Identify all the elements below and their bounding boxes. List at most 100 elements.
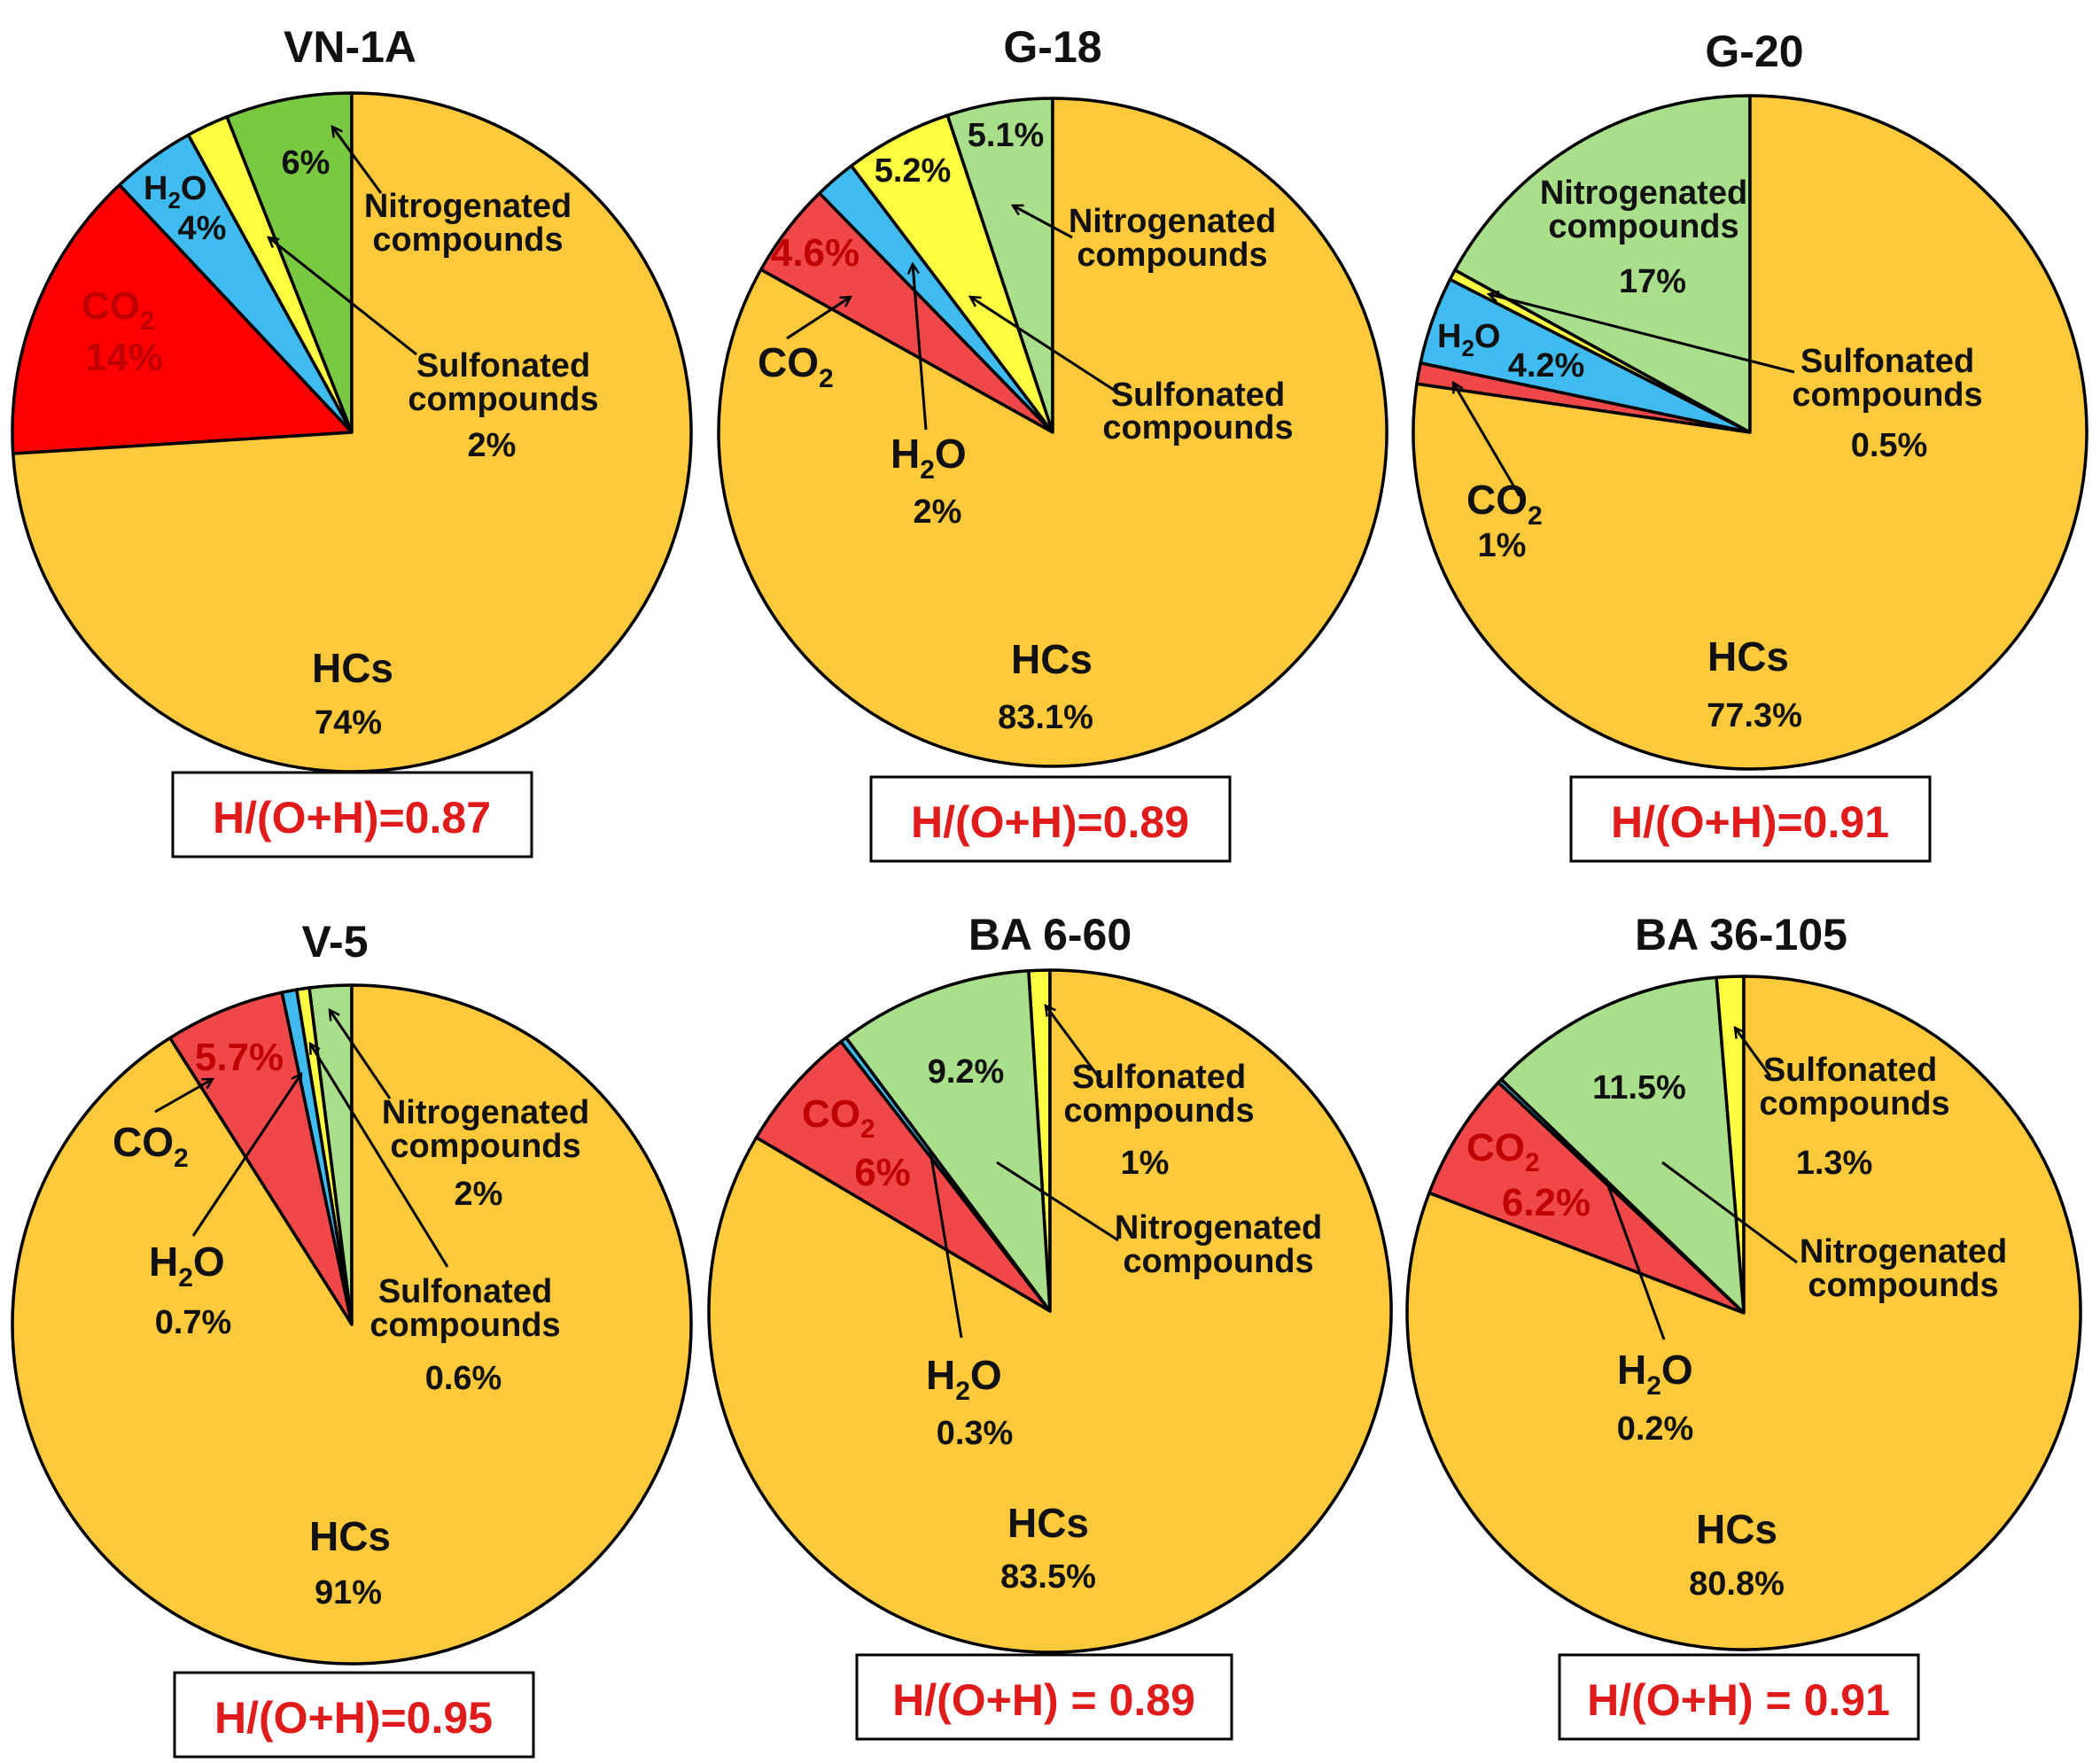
sulfonated-leader-arrow bbox=[1046, 1006, 1103, 1082]
nitrogenated-value-label: 6% bbox=[282, 144, 331, 182]
hcs-name-label: HCs bbox=[1696, 1506, 1777, 1552]
pie-slice-nitrogenated bbox=[1453, 94, 1752, 434]
sulfonated-value-label: 2% bbox=[468, 427, 517, 464]
co2-value-label: 1% bbox=[1478, 527, 1527, 564]
sulfonated-name-line1: Sulfonated bbox=[416, 347, 590, 384]
pie-slices bbox=[1405, 975, 2082, 1651]
hcs-value-label: 74% bbox=[315, 704, 382, 742]
chart-title: BA 6-60 bbox=[968, 910, 1132, 959]
hcs-value-label: 91% bbox=[315, 1574, 382, 1612]
nitrogenated-leader-arrow bbox=[1013, 206, 1073, 239]
co2-name-label: CO2 bbox=[1466, 477, 1543, 531]
chart-title: VN-1A bbox=[284, 22, 416, 72]
sulfonated-value-label: 0.6% bbox=[425, 1360, 502, 1397]
sulfonated-leader-arrow bbox=[1735, 1028, 1772, 1077]
co2-value-label: 4.6% bbox=[771, 231, 859, 275]
pie-panel-vn1a: VN-1A 6% Nitrogenated compounds Sulfonat… bbox=[11, 22, 693, 858]
sulfonated-name-line2: compounds bbox=[1102, 409, 1293, 447]
h2o-name-label: H2O bbox=[1437, 318, 1500, 361]
sulfonated-name-line2: compounds bbox=[1759, 1085, 1949, 1122]
h2o-name-label: H2O bbox=[891, 431, 967, 485]
nitrogenated-name-line1: Nitrogenated bbox=[1069, 203, 1276, 240]
ratio-box bbox=[1558, 1653, 1920, 1741]
sulfonated-name-line2: compounds bbox=[1063, 1092, 1254, 1130]
nitrogenated-name-line1: Nitrogenated bbox=[1540, 175, 1747, 212]
h2o-value-label: 4% bbox=[178, 210, 227, 247]
pie-slice-co2 bbox=[168, 990, 354, 1326]
nitrogenated-name-line2: compounds bbox=[1123, 1243, 1313, 1280]
hcs-name-label: HCs bbox=[1007, 1500, 1089, 1546]
h2o-name-label: H2O bbox=[1617, 1347, 1693, 1401]
chart-title: G-18 bbox=[1003, 22, 1101, 72]
h2o-value-label: 0.3% bbox=[937, 1415, 1014, 1452]
pie-slice-hcs bbox=[717, 97, 1388, 768]
co2-name-label: CO2 bbox=[758, 339, 834, 393]
sulfonated-name-line1: Sulfonated bbox=[1801, 343, 1974, 380]
ratio-box bbox=[173, 1671, 535, 1759]
chart-title: BA 36-105 bbox=[1635, 910, 1847, 959]
pie-panel-v5: V-5 5.7% CO2 Nitrogenated compounds 2% H… bbox=[11, 917, 693, 1759]
pie-panel-g20: G-20 Nitrogenated compounds 17% H2O 4.2%… bbox=[1412, 27, 2088, 863]
nitrogenated-name-line2: compounds bbox=[372, 221, 563, 259]
hcs-value-label: 83.5% bbox=[1000, 1558, 1096, 1596]
nitrogenated-name-line2: compounds bbox=[390, 1128, 580, 1165]
pie-slice-co2 bbox=[11, 183, 354, 455]
ratio-label: H/(O+H)=0.91 bbox=[1611, 797, 1889, 847]
h2o-value-label: 2% bbox=[914, 493, 962, 531]
co2-value-label: 6% bbox=[854, 1151, 911, 1194]
co2-name-label: CO2 bbox=[113, 1119, 189, 1173]
ratio-label: H/(O+H) = 0.89 bbox=[892, 1675, 1195, 1725]
pie-slice-hcs bbox=[11, 983, 693, 1666]
nitrogenated-value-label: 9.2% bbox=[928, 1053, 1005, 1091]
sulfonated-value-label: 5.2% bbox=[875, 152, 952, 190]
sulfonated-value-label: 0.5% bbox=[1851, 427, 1928, 464]
hcs-value-label: 80.8% bbox=[1689, 1565, 1785, 1603]
co2-name-label: CO2 bbox=[82, 284, 155, 336]
h2o-name-label: H2O bbox=[926, 1352, 1002, 1406]
nitrogenated-name-line1: Nitrogenated bbox=[364, 188, 572, 225]
co2-value-label: 14% bbox=[85, 336, 163, 379]
nitrogenated-leader-arrow bbox=[330, 1010, 392, 1099]
co2-leader-arrow bbox=[154, 1077, 213, 1114]
sulfonated-leader-arrow bbox=[1489, 294, 1795, 374]
co2-leader-arrow bbox=[786, 297, 851, 340]
pie-slices bbox=[11, 983, 693, 1666]
nitrogenated-name-line2: compounds bbox=[1548, 208, 1738, 245]
pie-panel-g18: G-18 5.1% 5.2% Nitrogenated compounds 4.… bbox=[717, 22, 1388, 863]
sulfonated-name-line1: Sulfonated bbox=[378, 1273, 552, 1310]
hcs-name-label: HCs bbox=[309, 1513, 391, 1559]
pie-slices bbox=[1412, 94, 2088, 771]
h2o-value-label: 4.2% bbox=[1508, 347, 1585, 384]
pie-slices bbox=[707, 968, 1393, 1654]
co2-value-label: 6.2% bbox=[1502, 1181, 1591, 1224]
nitrogenated-name-line2: compounds bbox=[1808, 1267, 1998, 1304]
h2o-value-label: 0.2% bbox=[1617, 1410, 1694, 1448]
h2o-value-label: 0.7% bbox=[155, 1304, 232, 1341]
nitrogenated-value-label: 11.5% bbox=[1592, 1069, 1686, 1107]
ratio-box bbox=[869, 775, 1232, 863]
hcs-value-label: 83.1% bbox=[998, 699, 1093, 736]
co2-leader-arrow bbox=[1453, 383, 1521, 497]
nitrogenated-leader-line bbox=[1661, 1161, 1798, 1264]
pie-panel-ba36-105: BA 36-105 11.5% Sulfonated compounds 1.3… bbox=[1405, 910, 2082, 1741]
hcs-name-label: HCs bbox=[312, 645, 393, 691]
pie-slices bbox=[717, 97, 1388, 768]
pie-slice-hcs bbox=[707, 968, 1393, 1654]
pie-slice-hcs bbox=[12, 91, 693, 773]
nitrogenated-name-line2: compounds bbox=[1077, 237, 1267, 274]
hcs-value-label: 77.3% bbox=[1707, 697, 1802, 734]
nitrogenated-value-label: 2% bbox=[455, 1176, 503, 1213]
sulfonated-name-line2: compounds bbox=[369, 1307, 560, 1344]
sulfonated-name-line2: compounds bbox=[1792, 377, 1982, 414]
ratio-label: H/(O+H)=0.87 bbox=[213, 793, 491, 843]
h2o-name-label: H2O bbox=[149, 1239, 225, 1293]
hcs-name-label: HCs bbox=[1011, 636, 1093, 682]
h2o-leader-arrow bbox=[191, 1074, 301, 1237]
pie-slice-nitrogenated bbox=[844, 969, 1052, 1313]
nitrogenated-name-line1: Nitrogenated bbox=[1115, 1209, 1322, 1247]
h2o-leader-line bbox=[1604, 1177, 1666, 1340]
ratio-box bbox=[855, 1653, 1233, 1741]
pie-slice-nitrogenated bbox=[225, 91, 354, 434]
nitrogenated-name-line1: Nitrogenated bbox=[382, 1094, 589, 1131]
